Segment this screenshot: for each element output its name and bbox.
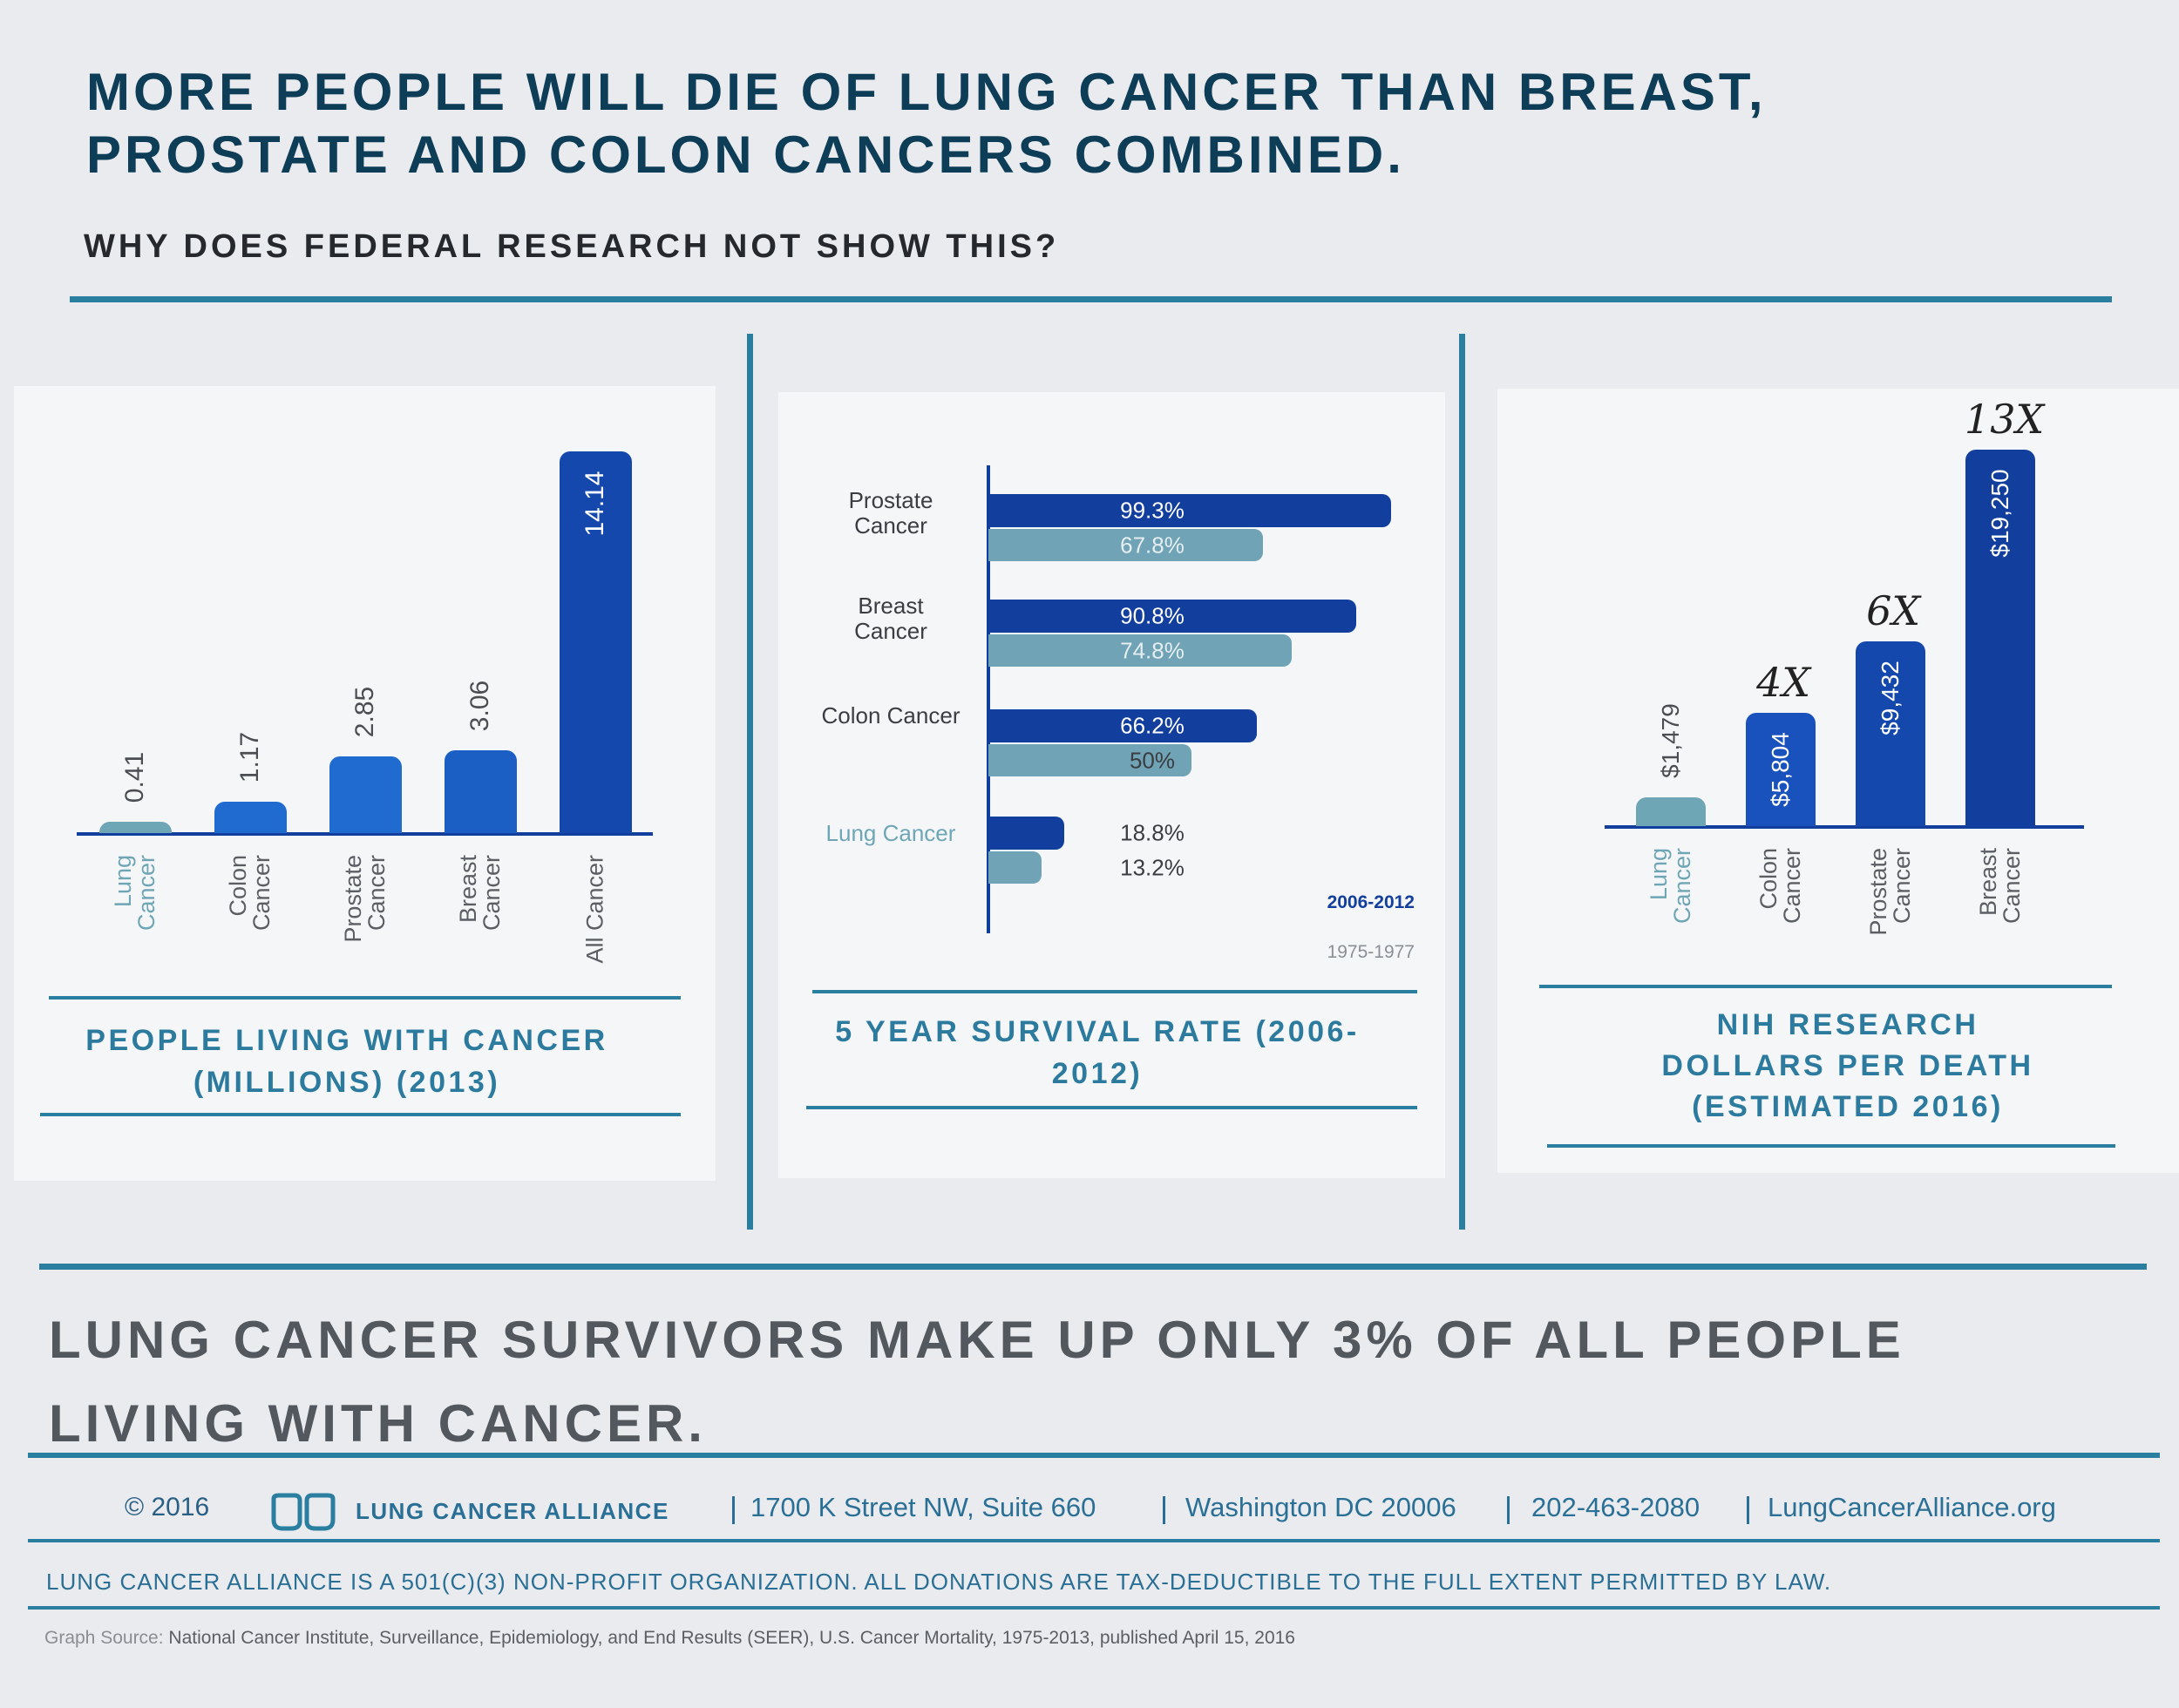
category-label: All Cancer	[581, 855, 608, 964]
divider	[1459, 334, 1465, 1230]
category-label: Prostate Cancer	[340, 855, 390, 943]
legend-entry: 1975-1977	[1327, 942, 1415, 962]
value-label: 67.8%	[1120, 532, 1185, 558]
rule	[1539, 985, 2112, 988]
contact-item: 202-463-2080	[1531, 1492, 1700, 1522]
disclaimer: LUNG CANCER ALLIANCE IS A 501(C)(3) NON-…	[46, 1569, 1832, 1595]
rule	[70, 296, 2112, 302]
category-label: Lung Cancer	[1646, 848, 1695, 925]
bar	[988, 817, 1065, 850]
value-label: $19,250	[1986, 468, 2013, 558]
bar	[214, 801, 287, 833]
logo-lobe	[304, 1493, 336, 1531]
rule	[28, 1453, 2160, 1458]
rule	[806, 1106, 1417, 1109]
category-label: Prostate Cancer	[1865, 848, 1915, 936]
category-label: Colon Cancer	[225, 855, 275, 932]
value-label: 18.8%	[1120, 819, 1185, 846]
chart-title: NIH RESEARCH DOLLARS PER DEATH (ESTIMATE…	[1661, 1008, 2034, 1123]
rule	[39, 1264, 2147, 1270]
category-label: Colon Cancer	[1755, 848, 1805, 925]
bar	[444, 750, 517, 833]
value-label: 74.8%	[1120, 637, 1185, 663]
card	[1497, 389, 2179, 1173]
rule	[812, 990, 1417, 993]
value-label: $5,804	[1767, 731, 1794, 807]
bar	[988, 634, 1292, 667]
chart-title: PEOPLE LIVING WITH CANCER (MILLIONS) (20…	[85, 1024, 608, 1099]
axis-line	[77, 832, 653, 836]
value-label: 50%	[1129, 747, 1176, 773]
contact-item: 1700 K Street NW, Suite 660	[750, 1492, 1096, 1522]
statement: LUNG CANCER SURVIVORS MAKE UP ONLY 3% OF…	[49, 1311, 1905, 1453]
logo-lobe	[271, 1493, 302, 1531]
rule	[49, 996, 681, 1000]
logo	[271, 1493, 336, 1531]
bar	[988, 709, 1257, 742]
value-label: 3.06	[465, 681, 494, 732]
category-label: Colon Cancer	[821, 702, 961, 729]
category-label: Lung Cancer	[825, 820, 956, 846]
annotation: 13X	[1964, 396, 2045, 443]
source-label: Graph Source:	[44, 1628, 164, 1648]
bar	[988, 851, 1042, 884]
legend-entry: 2006-2012	[1327, 892, 1415, 912]
copyright: © 2016	[125, 1493, 210, 1522]
bar	[1856, 641, 1925, 826]
bar	[988, 529, 1264, 561]
category-label: Prostate Cancer	[848, 487, 933, 539]
value-label: 0.41	[120, 752, 149, 803]
rule	[1547, 1144, 2115, 1148]
rule	[40, 1113, 681, 1116]
divider	[747, 334, 753, 1230]
bar	[988, 600, 1357, 633]
separator	[732, 1496, 735, 1524]
separator	[1163, 1496, 1165, 1524]
value-label: $9,432	[1877, 661, 1904, 736]
bar	[1636, 796, 1706, 826]
organization: LUNG CANCER ALLIANCE	[356, 1498, 669, 1524]
value-label: $1,479	[1657, 702, 1684, 778]
value-label: 2.85	[350, 686, 379, 737]
bar	[559, 451, 632, 833]
value-label: 1.17	[235, 731, 264, 783]
axis-line	[987, 465, 990, 933]
separator	[1507, 1496, 1510, 1524]
subtitle: WHY DOES FEDERAL RESEARCH NOT SHOW THIS?	[84, 228, 1060, 265]
value-label: 99.3%	[1120, 497, 1185, 524]
bar	[988, 744, 1191, 776]
separator	[1747, 1496, 1749, 1524]
value-label: 14.14	[580, 470, 609, 537]
annotation: 4X	[1756, 658, 1811, 706]
chart-title: 5 YEAR SURVIVAL RATE (2006-2012)	[835, 1015, 1360, 1090]
source-text: National Cancer Institute, Surveillance,…	[168, 1628, 1295, 1648]
contact-item: LungCancerAlliance.org	[1768, 1492, 2056, 1522]
bar	[329, 756, 402, 833]
title: MORE PEOPLE WILL DIE OF LUNG CANCER THAN…	[86, 63, 1767, 184]
value-label: 90.8%	[1120, 602, 1185, 629]
category-label: Lung Cancer	[110, 855, 160, 932]
bar	[1965, 450, 2035, 826]
value-label: 13.2%	[1120, 854, 1185, 880]
contact-item: Washington DC 20006	[1185, 1492, 1456, 1522]
category-label: Breast Cancer	[1975, 848, 2025, 925]
bar	[1746, 712, 1816, 826]
annotation: 6X	[1866, 587, 1921, 635]
value-label: 66.2%	[1120, 712, 1185, 739]
category-label: Breast Cancer	[854, 593, 927, 644]
axis-line	[1605, 825, 2084, 829]
bar	[988, 494, 1391, 527]
rule	[28, 1539, 2160, 1542]
source: Graph Source: National Cancer Institute,…	[44, 1628, 1295, 1649]
rule	[28, 1606, 2160, 1610]
bar	[98, 822, 172, 833]
category-label: Breast Cancer	[455, 855, 505, 932]
